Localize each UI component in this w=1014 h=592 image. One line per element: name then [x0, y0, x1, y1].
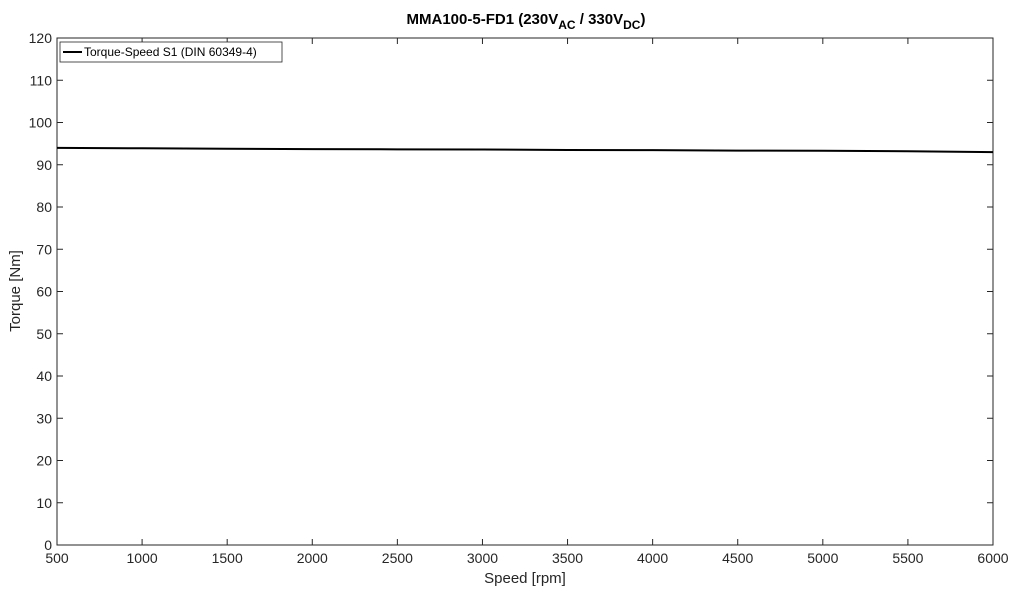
y-tick-label: 0	[44, 537, 52, 553]
legend-entry-label: Torque-Speed S1 (DIN 60349-4)	[84, 45, 257, 59]
x-tick-label: 5000	[807, 550, 838, 566]
x-tick-label: 4000	[637, 550, 668, 566]
y-axis: 0 10 20 30 40 50 60 70 80 90 100 110 120	[29, 30, 993, 553]
y-tick-label: 60	[36, 284, 52, 300]
y-tick-label: 80	[36, 199, 52, 215]
legend: Torque-Speed S1 (DIN 60349-4)	[59, 41, 283, 63]
y-tick-label: 20	[36, 453, 52, 469]
y-tick-label: 90	[36, 157, 52, 173]
x-tick-label: 4500	[722, 550, 753, 566]
y-tick-label: 100	[29, 115, 53, 131]
x-tick-label: 2000	[297, 550, 328, 566]
chart-title: MMA100-5-FD1 (230VAC / 330VDC)	[407, 11, 646, 32]
y-tick-label: 50	[36, 326, 52, 342]
x-tick-label: 500	[45, 550, 69, 566]
x-tick-label: 1000	[127, 550, 158, 566]
y-tick-label: 70	[36, 241, 52, 257]
x-tick-label: 2500	[382, 550, 413, 566]
x-tick-label: 5500	[892, 550, 923, 566]
series-layer	[56, 146, 994, 154]
y-tick-label: 110	[30, 72, 53, 88]
x-axis-label: Speed [rpm]	[484, 570, 566, 587]
x-tick-label: 3000	[467, 550, 498, 566]
x-axis: 500 1000 1500 2000 2500 3000 3500 4000 4500 5000 5…	[45, 38, 1009, 566]
x-tick-label: 3500	[552, 550, 583, 566]
plot-area	[56, 37, 994, 546]
legend-box	[59, 41, 283, 63]
y-tick-label: 30	[36, 410, 52, 426]
y-tick-label: 120	[29, 30, 53, 46]
y-axis-label: Torque [Nm]	[7, 250, 24, 332]
y-tick-label: 10	[36, 495, 52, 511]
x-tick-label: 1500	[212, 550, 243, 566]
series-line-torque-speed	[56, 146, 994, 154]
y-tick-label: 40	[36, 368, 52, 384]
x-tick-label: 6000	[977, 550, 1008, 566]
